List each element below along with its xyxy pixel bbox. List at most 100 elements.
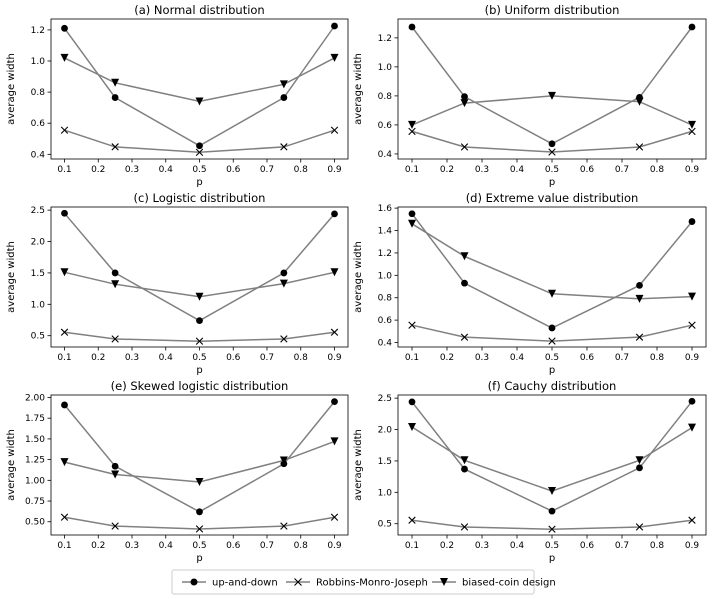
chart-title: (c) Logistic distribution: [134, 191, 266, 205]
data-point-x: [408, 321, 416, 329]
x-tick-label: 0.3: [475, 165, 489, 175]
data-point-circle: [196, 508, 203, 516]
y-tick-label: 0.4: [378, 150, 393, 160]
series-up-and-down: [61, 398, 338, 516]
data-point-circle: [111, 94, 119, 101]
data-point-triangle: [460, 456, 469, 465]
data-point-circle: [636, 282, 643, 289]
legend-item-robbins-monro-joseph: Robbins-Monro-Joseph: [286, 578, 428, 589]
data-point-triangle: [688, 120, 696, 129]
series-up-and-down: [408, 23, 696, 148]
x-tick-label: 0.2: [440, 353, 454, 363]
series-line: [411, 519, 693, 530]
series-line: [411, 426, 693, 492]
chart-panel-5: (e) Skewed logistic distribution 0.1 0.2 0.…: [6, 379, 349, 564]
data-point-x: [548, 148, 556, 156]
x-axis-label: p: [196, 177, 202, 188]
data-point-circle: [548, 324, 556, 332]
data-point-triangle: [460, 252, 469, 261]
data-point-triangle: [408, 423, 416, 432]
data-point-triangle: [111, 78, 120, 87]
y-tick-label: 1.75: [25, 414, 45, 424]
series-robbins-monro-joseph: [60, 126, 339, 156]
data-point-x: [60, 126, 69, 134]
data-point-circle: [548, 140, 556, 148]
legend-item-up-and-down: up-and-down: [182, 578, 278, 589]
legend-item-biased-coin-design: biased-coin design: [432, 578, 556, 589]
x-tick-label: 0.3: [125, 353, 139, 363]
data-point-triangle: [195, 477, 204, 486]
data-point-triangle: [408, 120, 416, 129]
x-tick-label: 0.8: [294, 165, 309, 175]
x-tick-label: 0.9: [685, 353, 700, 363]
data-point-circle: [461, 279, 468, 287]
y-tick-label: 1.5: [378, 457, 392, 467]
data-point-x: [460, 333, 469, 341]
data-point-circle: [688, 397, 696, 405]
data-point-triangle: [548, 289, 556, 298]
x-tick-label: 0.1: [57, 165, 71, 175]
y-axis-label: average width: [6, 429, 17, 501]
x-tick-label: 0.2: [91, 165, 105, 175]
series-line: [64, 57, 335, 103]
data-point-triangle: [635, 97, 644, 106]
x-tick-label: 0.5: [545, 541, 559, 551]
series-up-and-down: [61, 22, 338, 150]
data-point-x: [280, 143, 288, 151]
x-tick-label: 0.5: [545, 353, 559, 363]
x-tick-label: 0.4: [510, 541, 525, 551]
x-tick-label: 0.9: [327, 353, 342, 363]
x-axis-label: p: [549, 365, 555, 376]
series-line: [63, 212, 336, 322]
data-point-x: [330, 513, 339, 521]
y-tick-label: 0.4: [378, 339, 393, 349]
x-axis-label: p: [549, 177, 555, 188]
x-tick-label: 0.5: [192, 541, 206, 551]
chart-panel-3: (c) Logistic distribution 0.1 0.2 0.3 0.4 0.5…: [6, 191, 349, 376]
y-tick-label: 1.00: [25, 476, 45, 486]
y-tick-label: 2.0: [378, 426, 393, 436]
x-tick-label: 0.6: [226, 353, 241, 363]
data-point-triangle: [111, 280, 120, 289]
data-point-triangle: [330, 53, 339, 62]
data-point-x: [330, 328, 339, 336]
legend-x-marker: [294, 578, 302, 586]
x-tick-label: 0.5: [192, 165, 206, 175]
x-tick-label: 0.3: [475, 353, 489, 363]
data-point-circle: [331, 210, 338, 218]
data-point-x: [60, 328, 69, 336]
data-point-x: [635, 143, 644, 151]
chart-panel-2: (b) Uniform distribution 0.1 0.2 0.3 0.4 0.5 0…: [353, 3, 707, 188]
y-tick-label: 2.0: [31, 238, 46, 248]
series-line: [411, 95, 693, 126]
chart-title: (a) Normal distribution: [134, 3, 264, 17]
series-biased-coin-design: [60, 268, 339, 301]
legend-triangle-marker: [440, 578, 448, 586]
series-robbins-monro-joseph: [60, 328, 339, 345]
data-point-circle: [548, 507, 556, 515]
data-point-triangle: [688, 423, 696, 432]
legend: up-and-down Robbins-Monro-Joseph biased-…: [171, 569, 556, 595]
x-tick-label: 0.1: [405, 353, 419, 363]
series-biased-coin-design: [60, 53, 339, 106]
x-tick-label: 0.7: [615, 541, 629, 551]
y-axis-label: average width: [6, 53, 17, 125]
data-point-x: [330, 126, 339, 134]
y-tick-label: 1.0: [378, 63, 393, 73]
data-point-x: [408, 516, 416, 524]
data-point-circle: [408, 23, 416, 31]
data-point-triangle: [195, 292, 204, 301]
y-tick-label: 0.5: [378, 520, 392, 530]
y-tick-label: 0.6: [378, 316, 393, 326]
y-axis-label: average width: [353, 429, 364, 501]
data-point-x: [111, 143, 119, 151]
series-biased-coin-design: [408, 423, 696, 496]
x-axis-label: p: [196, 553, 202, 564]
x-tick-label: 0.6: [226, 541, 241, 551]
x-tick-label: 0.5: [545, 165, 559, 175]
x-tick-label: 0.2: [440, 165, 454, 175]
y-tick-label: 1.2: [378, 34, 392, 44]
legend-label: biased-coin design: [462, 578, 556, 589]
y-tick-label: 1.0: [378, 488, 393, 498]
data-point-x: [548, 337, 556, 345]
